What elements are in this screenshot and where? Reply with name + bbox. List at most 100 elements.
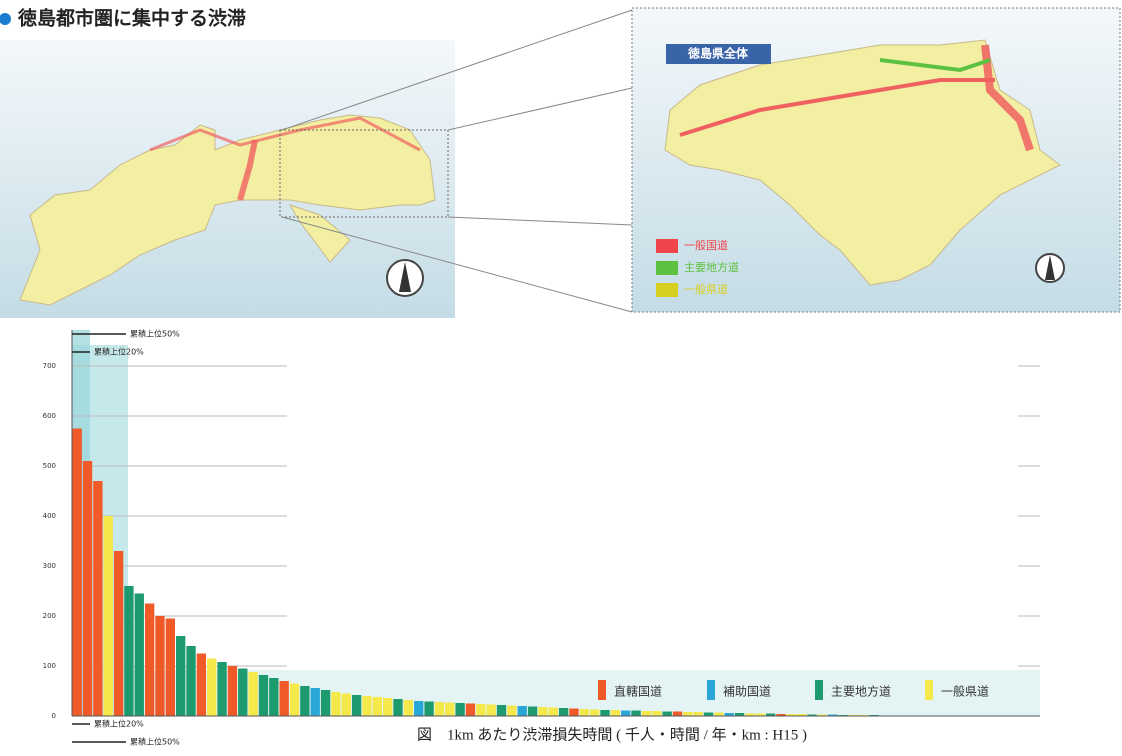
- bar: [734, 713, 745, 716]
- y-tick-label: 0: [52, 712, 56, 720]
- legend-swatch: [707, 680, 715, 700]
- legend-label: 主要地方道: [831, 684, 891, 699]
- bar: [217, 662, 227, 716]
- bar: [72, 428, 82, 716]
- bar: [289, 683, 300, 716]
- legend-swatch: [925, 680, 933, 700]
- bar: [476, 704, 486, 716]
- bar: [434, 702, 445, 716]
- bar: [797, 714, 807, 716]
- bar: [82, 461, 93, 716]
- y-tick-label: 300: [43, 562, 56, 570]
- blank-panel: [287, 322, 1018, 670]
- bar: [351, 695, 362, 716]
- y-tick-label: 600: [43, 412, 56, 420]
- zoom-box: [279, 129, 449, 218]
- bar: [279, 681, 289, 716]
- bar: [269, 678, 279, 716]
- bar: [569, 708, 579, 716]
- bar: [828, 714, 838, 716]
- bar: [610, 710, 621, 716]
- bar: [258, 675, 269, 716]
- legend-swatch: [815, 680, 823, 700]
- bar: [144, 603, 155, 716]
- y-tick-label: 200: [43, 612, 56, 620]
- road: [981, 44, 1034, 152]
- bar: [93, 481, 103, 716]
- bar: [621, 710, 631, 716]
- bar: [683, 712, 693, 716]
- bar: [486, 704, 496, 716]
- bar: [196, 653, 207, 716]
- y-tick-label: 500: [43, 462, 56, 470]
- bar: [579, 709, 589, 716]
- annotation: 累積上位20%: [94, 719, 144, 729]
- y-tick-label: 100: [43, 662, 56, 670]
- bar: [724, 713, 734, 716]
- bar: [372, 697, 382, 716]
- map-legend-swatch: [656, 283, 678, 297]
- bar: [465, 703, 476, 716]
- y-tick-label: 400: [43, 512, 56, 520]
- bar: [362, 696, 372, 716]
- bar: [745, 713, 755, 716]
- bar: [310, 688, 320, 716]
- bar: [227, 666, 238, 716]
- road: [679, 78, 995, 137]
- bar: [300, 686, 310, 716]
- inset-label: 徳島県全体: [687, 46, 749, 61]
- bar: [207, 658, 217, 716]
- bar: [631, 710, 641, 716]
- bar: [600, 710, 610, 716]
- bar: [641, 711, 652, 716]
- legend-label: 補助国道: [723, 685, 771, 699]
- road: [879, 58, 991, 73]
- map-legend-label: 一般国道: [684, 238, 728, 252]
- bar: [776, 714, 786, 716]
- bar: [652, 711, 662, 716]
- road: [149, 116, 421, 152]
- bar: [807, 714, 817, 716]
- shikoku-map: [19, 114, 436, 306]
- bar: [445, 702, 455, 716]
- bar: [383, 698, 393, 716]
- bar: [817, 714, 828, 716]
- bar: [558, 708, 569, 716]
- bullet: [0, 13, 11, 25]
- caption: 図 1km あたり渋滞損失時間 ( 千人・時間 / 年・km : H15 ): [417, 726, 807, 743]
- bar: [548, 707, 558, 716]
- legend-label: 一般県道: [941, 684, 989, 699]
- map-legend-swatch: [656, 261, 678, 275]
- bar: [176, 636, 186, 716]
- bar: [403, 700, 414, 716]
- bar: [238, 668, 248, 716]
- legend-swatch: [598, 680, 606, 700]
- bar: [755, 713, 765, 716]
- bar: [527, 706, 538, 716]
- bar: [165, 618, 175, 716]
- map-legend-label: 一般県道: [684, 282, 728, 296]
- bar: [320, 690, 331, 716]
- bar: [124, 586, 134, 716]
- bar: [703, 712, 714, 716]
- annotation: 累積上位20%: [94, 347, 144, 357]
- bar: [134, 593, 144, 716]
- bar: [496, 705, 507, 716]
- inset-label-box: [666, 44, 771, 64]
- bar: [662, 711, 672, 716]
- bar: [517, 706, 527, 716]
- zoom-line: [447, 87, 633, 131]
- zoom-line: [281, 9, 633, 131]
- y-tick-label: 700: [43, 362, 56, 370]
- bar: [331, 692, 341, 716]
- bar: [155, 616, 165, 716]
- zoom-line: [281, 216, 633, 313]
- map-legend-swatch: [656, 239, 678, 253]
- bar: [714, 712, 724, 716]
- bar: [538, 707, 548, 716]
- bar: [786, 714, 796, 716]
- map-legend-label: 主要地方道: [684, 260, 739, 274]
